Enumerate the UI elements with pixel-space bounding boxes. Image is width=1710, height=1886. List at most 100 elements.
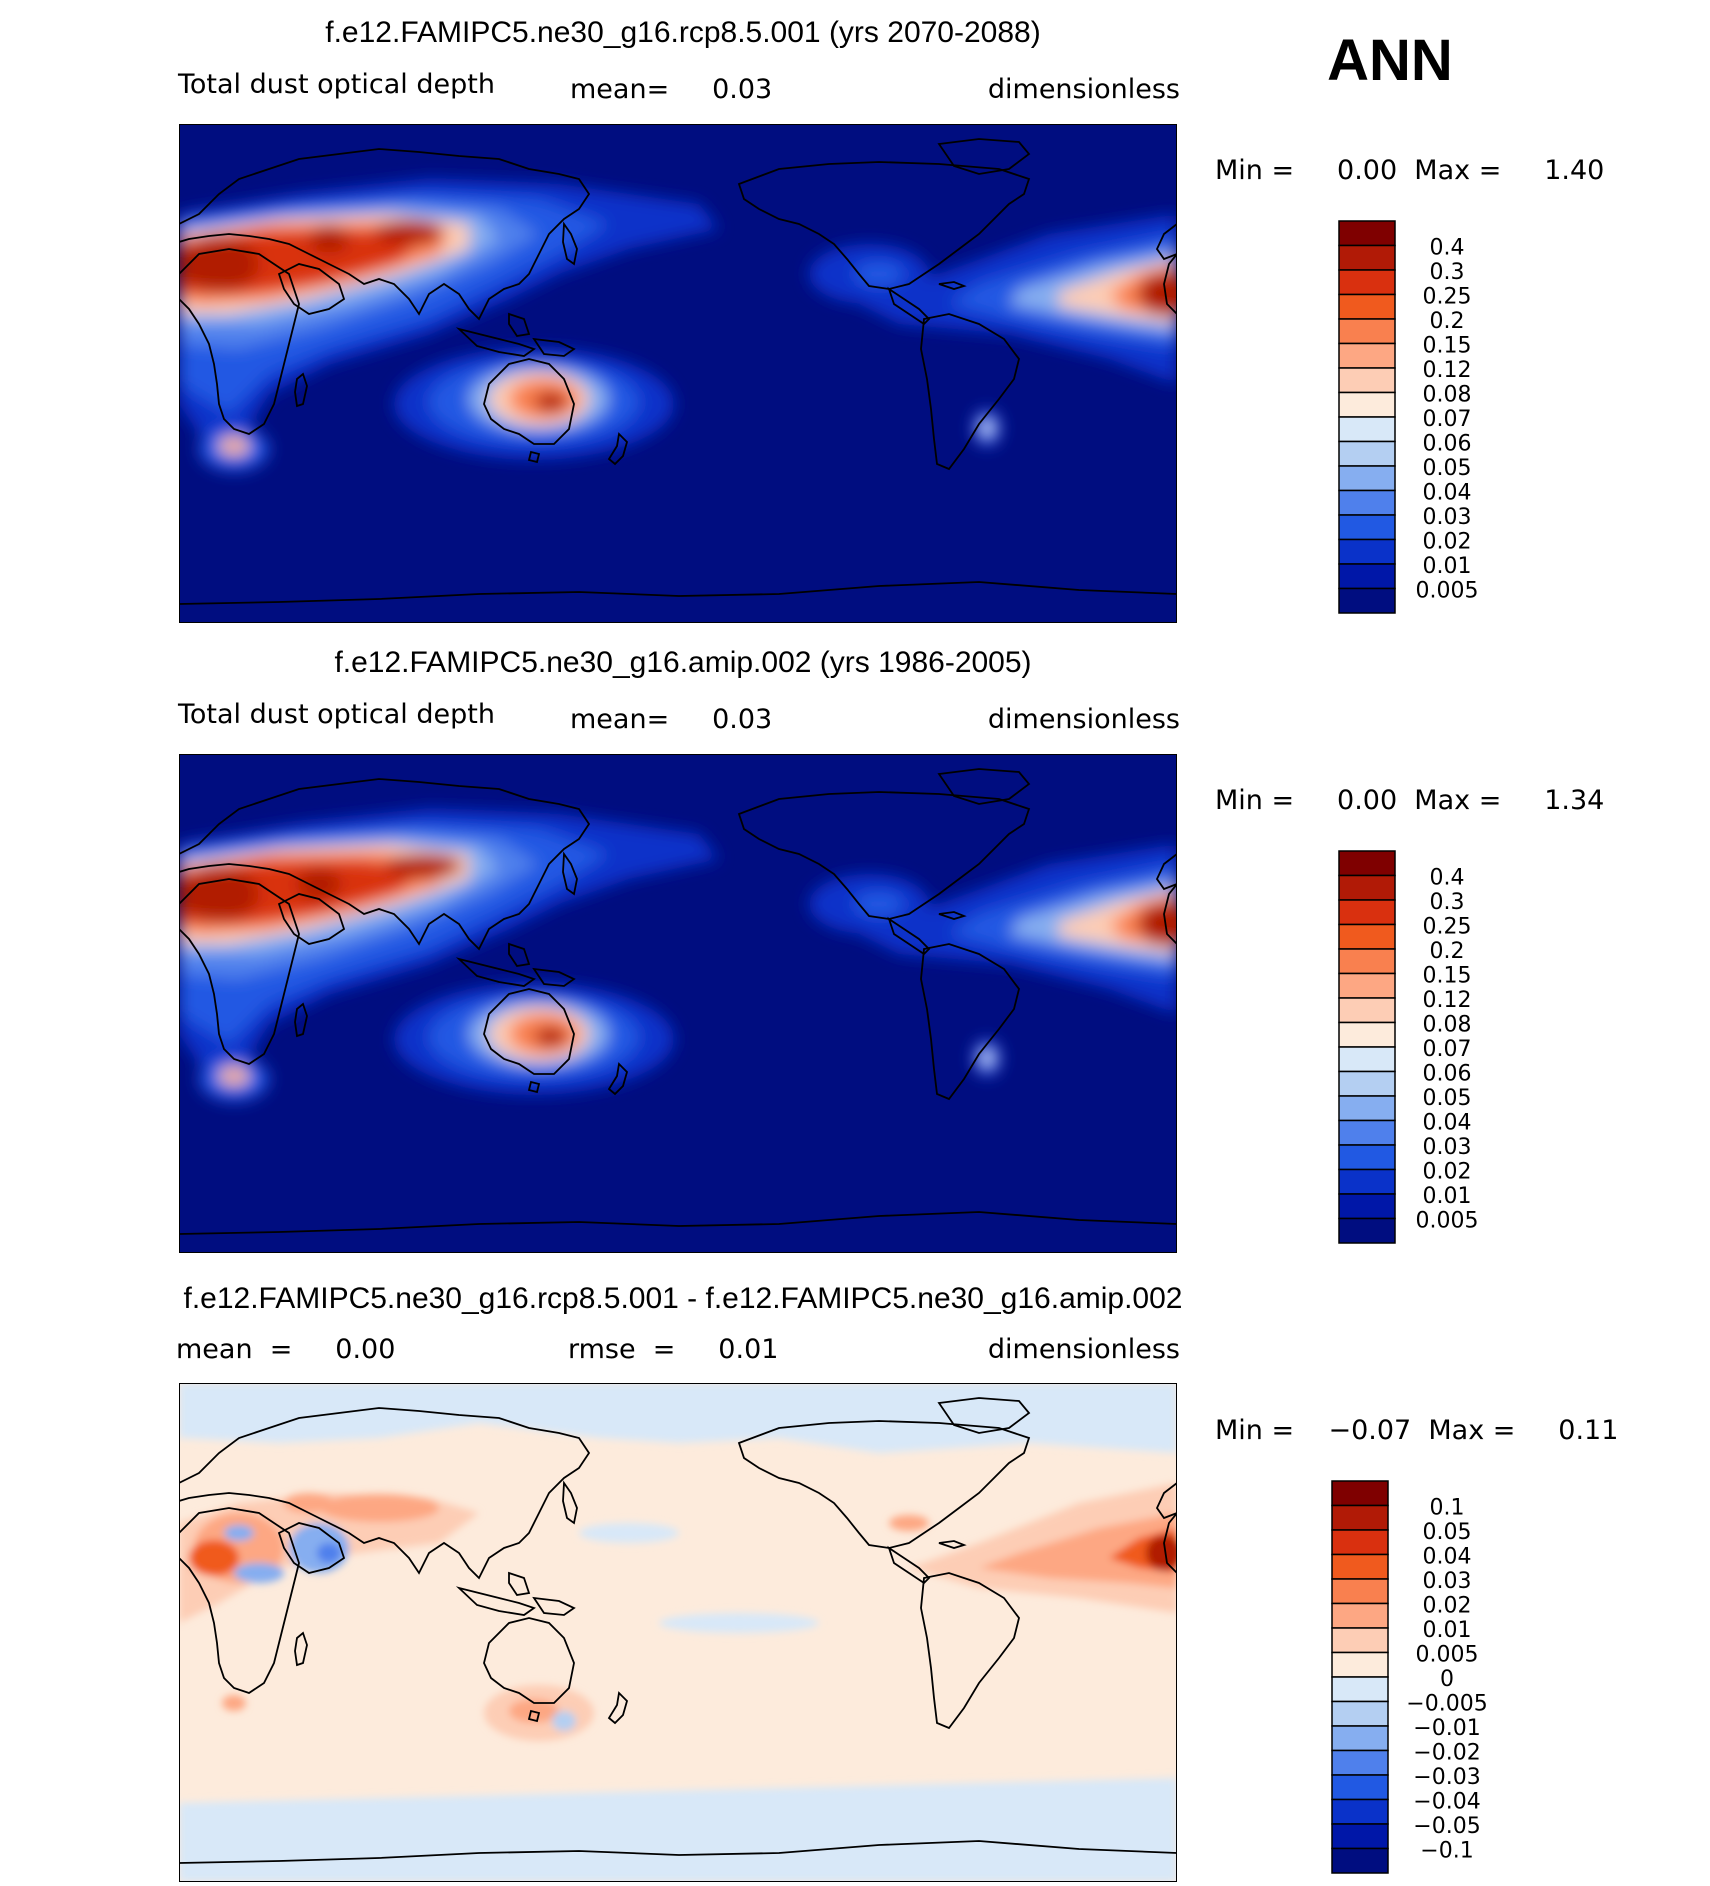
colorbar-label: 0: [1440, 1667, 1454, 1692]
colorbar-label: 0.01: [1423, 554, 1472, 579]
colorbar-label: 0.05: [1423, 1520, 1472, 1545]
minmax-label: Min = 0.00 Max = 1.34: [1215, 785, 1604, 816]
colorbar-label: 0.06: [1423, 432, 1472, 457]
colorbar-swatch: [1331, 1578, 1389, 1605]
colorbar-swatch: [1338, 587, 1396, 614]
map-amip: [179, 754, 1177, 1253]
colorbar-label: 0.01: [1423, 1184, 1472, 1209]
minmax-label: Min = 0.00 Max = 1.40: [1215, 155, 1604, 186]
colorbar-label: 0.02: [1423, 1160, 1472, 1185]
colorbar-swatch: [1338, 220, 1396, 247]
colorbar-swatch: [1331, 1676, 1389, 1703]
colorbar-label: 0.04: [1423, 1545, 1472, 1570]
colorbar-swatch: [1338, 1095, 1396, 1122]
colorbar-label: 0.05: [1423, 456, 1472, 481]
colorbar-swatch: [1338, 367, 1396, 394]
colorbar-label: −0.02: [1413, 1741, 1480, 1766]
colorbar-swatch: [1338, 1144, 1396, 1171]
colorbar-label: 0.07: [1423, 1037, 1472, 1062]
colorbar-label: 0.03: [1423, 1135, 1472, 1160]
colorbar-label: 0.005: [1416, 1643, 1479, 1668]
colorbar-swatch: [1338, 1193, 1396, 1220]
mean-label: mean= 0.03: [570, 74, 772, 105]
dust-field: [179, 179, 1177, 471]
map-diff: [179, 1383, 1177, 1882]
colorbar-swatch: [1331, 1602, 1389, 1629]
colorbar-rcp: 0.40.30.250.20.150.120.080.070.060.050.0…: [1338, 220, 1479, 614]
colorbar-label: 0.005: [1416, 579, 1479, 604]
colorbar-amip: 0.40.30.250.20.150.120.080.070.060.050.0…: [1338, 850, 1479, 1244]
colorbar-swatch: [1338, 874, 1396, 901]
colorbar-swatch: [1331, 1529, 1389, 1556]
panel-amip: f.e12.FAMIPC5.ne30_g16.amip.002 (yrs 198…: [177, 646, 1604, 1253]
colorbar-swatch: [1338, 948, 1396, 975]
colorbar-label: −0.05: [1413, 1814, 1480, 1839]
colorbar-label: 0.1: [1430, 1496, 1465, 1521]
colorbar-label: 0.3: [1430, 890, 1465, 915]
panel-title: f.e12.FAMIPC5.ne30_g16.amip.002 (yrs 198…: [334, 646, 1031, 679]
colorbar-swatch: [1338, 850, 1396, 877]
season-label: ANN: [1327, 28, 1453, 93]
colorbar-swatch: [1331, 1651, 1389, 1678]
colorbar-label: 0.02: [1423, 1594, 1472, 1619]
colorbar-swatch: [1331, 1700, 1389, 1727]
colorbar-swatch: [1338, 391, 1396, 418]
units-label: dimensionless: [988, 74, 1180, 105]
colorbar-swatch: [1338, 465, 1396, 492]
colorbar-swatch: [1338, 1070, 1396, 1097]
colorbar-swatch: [1331, 1798, 1389, 1825]
colorbar-swatch: [1338, 972, 1396, 999]
colorbar-swatch: [1331, 1749, 1389, 1776]
colorbar-swatch: [1331, 1725, 1389, 1752]
panel-title: f.e12.FAMIPC5.ne30_g16.rcp8.5.001 - f.e1…: [184, 1282, 1183, 1315]
colorbar-label: −0.04: [1413, 1790, 1480, 1815]
colorbar-swatch: [1331, 1504, 1389, 1531]
map-rcp: [179, 124, 1177, 623]
colorbar-swatch: [1338, 563, 1396, 590]
colorbar-swatch: [1338, 489, 1396, 516]
colorbar-label: 0.04: [1423, 1111, 1472, 1136]
colorbar-label: 0.08: [1423, 1013, 1472, 1038]
colorbar-label: 0.15: [1423, 964, 1472, 989]
variable-label: Total dust optical depth: [177, 699, 495, 730]
colorbar-swatch: [1338, 342, 1396, 369]
units-label: dimensionless: [988, 704, 1180, 735]
colorbar-label: 0.12: [1423, 358, 1472, 383]
colorbar-swatch: [1338, 997, 1396, 1024]
colorbar-swatch: [1331, 1823, 1389, 1850]
colorbar-swatch: [1338, 244, 1396, 271]
colorbar-label: 0.05: [1423, 1086, 1472, 1111]
colorbar-label: 0.03: [1423, 505, 1472, 530]
colorbar-label: −0.01: [1413, 1716, 1480, 1741]
colorbar-swatch: [1338, 1119, 1396, 1146]
colorbar-swatch: [1331, 1774, 1389, 1801]
mean-label: mean= 0.03: [570, 704, 772, 735]
colorbar-label: 0.07: [1423, 407, 1472, 432]
panel-diff: f.e12.FAMIPC5.ne30_g16.rcp8.5.001 - f.e1…: [176, 1282, 1618, 1882]
panel-rcp: f.e12.FAMIPC5.ne30_g16.rcp8.5.001 (yrs 2…: [177, 16, 1604, 623]
colorbar-label: 0.25: [1423, 915, 1472, 940]
variable-label: Total dust optical depth: [177, 69, 495, 100]
colorbar-swatch: [1338, 293, 1396, 320]
colorbar-label: 0.02: [1423, 530, 1472, 555]
colorbar-swatch: [1338, 538, 1396, 565]
colorbar-label: 0.005: [1416, 1209, 1479, 1234]
colorbar-label: 0.4: [1430, 866, 1465, 891]
colorbar-label: 0.06: [1423, 1062, 1472, 1087]
colorbar-label: 0.01: [1423, 1618, 1472, 1643]
colorbar-swatch: [1338, 1046, 1396, 1073]
mean-label: mean = 0.00: [176, 1334, 395, 1365]
colorbar-label: 0.3: [1430, 260, 1465, 285]
colorbar-label: 0.2: [1430, 939, 1465, 964]
colorbar-swatch: [1338, 514, 1396, 541]
colorbar-label: 0.12: [1423, 988, 1472, 1013]
colorbar-label: 0.4: [1430, 236, 1465, 261]
colorbar-swatch: [1331, 1627, 1389, 1654]
colorbar-label: 0.08: [1423, 383, 1472, 408]
colorbar-label: 0.04: [1423, 481, 1472, 506]
units-label: dimensionless: [988, 1334, 1180, 1365]
colorbar-swatch: [1338, 923, 1396, 950]
colorbar-swatch: [1338, 1168, 1396, 1195]
colorbar-diff: 0.10.050.040.030.020.010.0050−0.005−0.01…: [1331, 1480, 1488, 1874]
